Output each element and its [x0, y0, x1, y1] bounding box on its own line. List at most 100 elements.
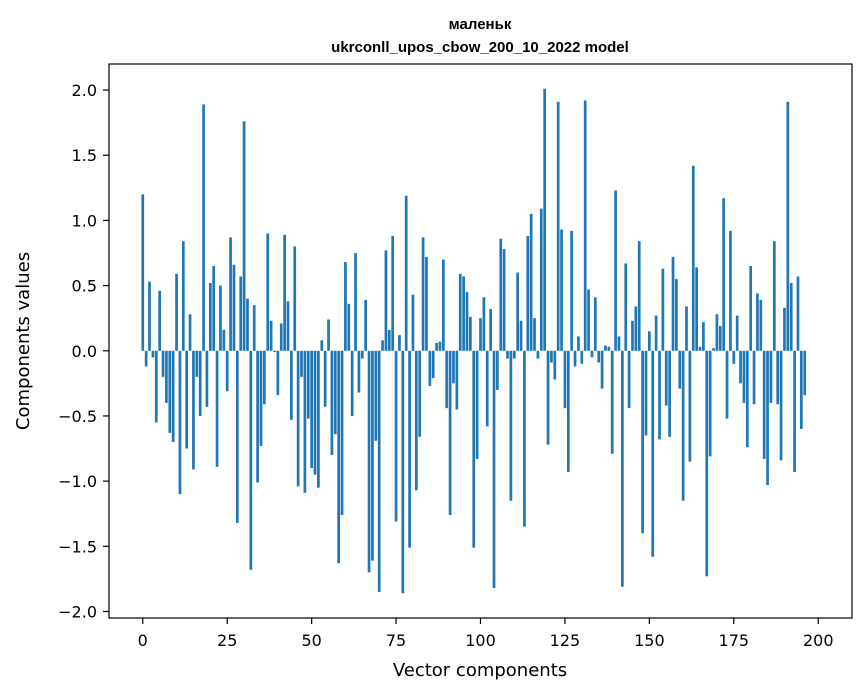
- bar-189: [779, 350, 783, 461]
- bar-93: [455, 350, 459, 410]
- bar-196: [803, 350, 807, 396]
- x-tick-label: 0: [138, 631, 148, 650]
- bar-78: [404, 195, 408, 351]
- bar-56: [330, 350, 334, 456]
- bar-82: [418, 350, 422, 437]
- bar-141: [617, 336, 621, 351]
- bar-150: [648, 331, 651, 351]
- bar-91: [448, 350, 452, 516]
- bar-37: [266, 233, 270, 351]
- chart-title-line-1: маленьк: [449, 16, 512, 33]
- bar-51: [313, 350, 317, 475]
- bar-110: [512, 350, 516, 359]
- bar-158: [675, 279, 678, 351]
- bar-95: [462, 276, 465, 351]
- bar-186: [769, 350, 773, 403]
- bar-90: [445, 350, 449, 409]
- bar-74: [391, 236, 395, 351]
- x-tick-label: 25: [217, 631, 237, 650]
- bar-183: [759, 299, 763, 351]
- bar-168: [708, 350, 712, 457]
- bar-120: [546, 350, 550, 445]
- bar-135: [597, 350, 601, 363]
- bar-85: [428, 350, 432, 386]
- bar-113: [523, 350, 526, 527]
- bar-182: [756, 293, 759, 351]
- bar-114: [526, 236, 530, 351]
- bar-129: [577, 336, 580, 351]
- bar-164: [695, 267, 698, 351]
- bar-147: [637, 241, 641, 351]
- bar-20: [208, 282, 212, 351]
- bar-109: [509, 350, 513, 501]
- bar-145: [631, 320, 634, 351]
- bar-72: [384, 250, 388, 351]
- bar-60: [344, 262, 347, 351]
- bar-142: [620, 350, 624, 587]
- bar-172: [722, 198, 726, 351]
- bar-7: [165, 350, 168, 403]
- y-tick-label: −1.0: [58, 472, 97, 491]
- x-tick-label: 50: [301, 631, 321, 650]
- bar-2: [148, 281, 151, 351]
- x-tick-label: 100: [465, 631, 496, 650]
- bar-195: [799, 350, 803, 429]
- bar-117: [536, 350, 540, 359]
- bar-127: [570, 230, 574, 351]
- bar-154: [661, 268, 665, 351]
- bar-156: [668, 350, 671, 437]
- bar-30: [242, 121, 246, 351]
- bar-115: [529, 213, 533, 351]
- bar-111: [516, 272, 520, 351]
- bar-133: [590, 350, 594, 358]
- bar-138: [607, 346, 611, 351]
- bar-6: [161, 350, 165, 377]
- bar-46: [296, 350, 300, 487]
- bar-143: [624, 263, 628, 351]
- bar-83: [421, 237, 425, 351]
- bar-86: [431, 350, 435, 379]
- bar-128: [573, 350, 577, 367]
- bar-25: [225, 350, 229, 392]
- bar-50: [310, 350, 313, 469]
- y-tick-label: 0.0: [72, 342, 97, 361]
- bar-28: [235, 350, 239, 523]
- bar-175: [732, 350, 736, 364]
- bar-126: [566, 350, 570, 473]
- bar-192: [789, 282, 793, 351]
- bar-139: [610, 350, 614, 454]
- bar-173: [725, 350, 729, 419]
- bar-24: [222, 329, 226, 351]
- bar-101: [482, 297, 486, 351]
- bar-125: [563, 350, 567, 409]
- bar-159: [678, 350, 682, 389]
- bar-49: [306, 350, 310, 419]
- bar-11: [178, 350, 182, 495]
- bar-169: [712, 348, 715, 351]
- bar-193: [793, 350, 796, 473]
- bar-45: [293, 246, 297, 351]
- bar-179: [745, 350, 749, 448]
- bar-12: [181, 241, 185, 351]
- bar-149: [644, 350, 648, 436]
- bar-48: [303, 350, 307, 493]
- bar-166: [702, 322, 705, 351]
- bar-108: [506, 350, 509, 359]
- bar-41: [279, 323, 283, 351]
- bar-194: [796, 276, 800, 351]
- bar-64: [357, 350, 361, 393]
- bar-21: [212, 266, 216, 351]
- bar-187: [772, 241, 776, 351]
- bar-10: [175, 273, 178, 351]
- x-tick-label: 75: [386, 631, 406, 650]
- bar-188: [776, 350, 780, 405]
- bar-18: [202, 104, 205, 351]
- bar-171: [718, 326, 722, 351]
- bar-0: [141, 194, 145, 351]
- bar-104: [492, 350, 496, 589]
- y-tick-label: 2.0: [72, 81, 97, 100]
- bar-152: [654, 315, 658, 351]
- y-tick-label: −0.5: [58, 407, 97, 426]
- bar-184: [762, 350, 766, 459]
